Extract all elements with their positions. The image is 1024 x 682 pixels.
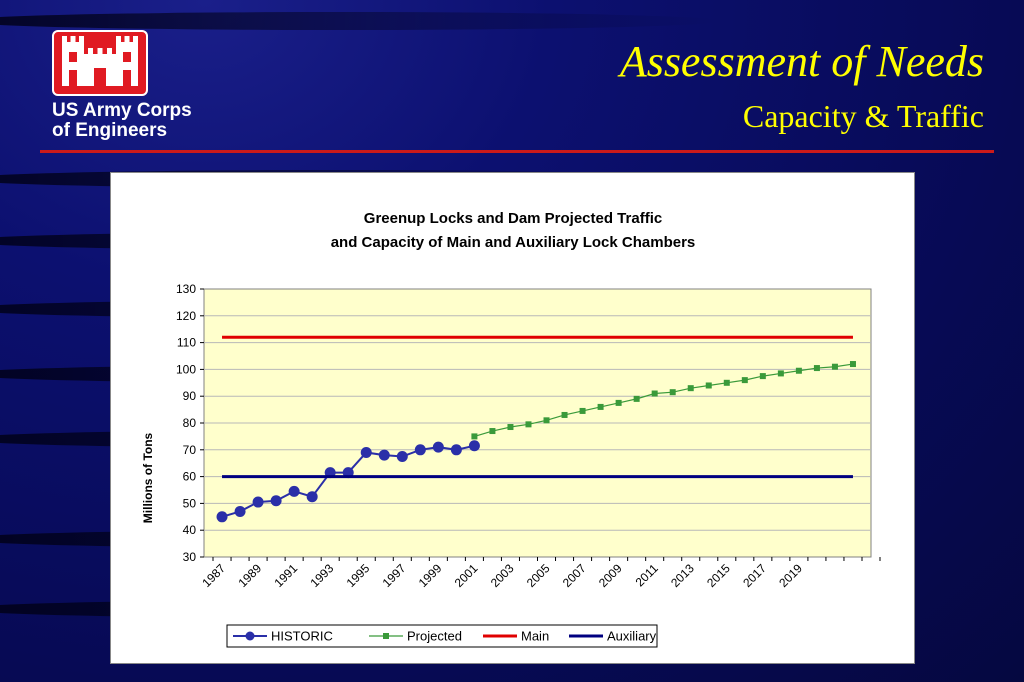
y-tick-label: 130 [176,282,196,296]
x-tick-label: 2009 [596,561,625,590]
point-historic [378,449,390,461]
x-tick-label: 2017 [740,561,769,590]
chart-title-line-1: Greenup Locks and Dam Projected Traffic [364,210,662,227]
point-projected [723,379,730,386]
point-projected [651,390,658,397]
legend-marker-projected [383,633,389,639]
legend-label-projected: Projected [407,629,462,644]
y-tick-label: 120 [176,309,196,323]
point-projected [687,385,694,392]
legend-marker-historic [245,631,255,641]
y-tick-label: 80 [183,416,197,430]
point-projected [705,382,712,389]
series-line-projected [474,363,854,437]
point-projected [471,433,478,440]
x-tick-label: 2007 [560,561,589,590]
point-projected [543,417,550,424]
point-historic [216,511,228,523]
org-line-1: US Army Corps [52,100,192,121]
point-historic [252,496,264,508]
point-projected [507,424,514,431]
y-tick-label: 110 [177,336,196,350]
x-tick-label: 2015 [704,561,733,590]
x-tick-label: 1997 [380,561,409,590]
point-historic [414,444,426,456]
x-tick-label: 1999 [416,561,445,590]
x-tick-label: 2011 [633,561,661,589]
x-tick-label: 1989 [235,561,264,590]
y-tick-label: 100 [176,362,196,376]
x-tick-label: 2005 [524,561,553,590]
castle-logo-icon [52,30,148,96]
point-projected [777,370,784,377]
page-title: Assessment of Needs [619,37,984,86]
background-streak [0,12,720,30]
point-projected [849,361,856,368]
legend-label-main: Main [521,629,549,644]
x-tick-label: 1995 [344,561,373,590]
y-tick-label: 30 [183,550,197,564]
x-tick-label: 2013 [668,561,697,590]
point-projected [597,403,604,410]
y-tick-label: 50 [183,496,197,510]
point-projected [489,428,496,435]
point-historic [360,446,372,458]
point-historic [234,505,246,517]
chart-title-line-2: and Capacity of Main and Auxiliary Lock … [331,234,696,251]
point-projected [795,367,802,374]
legend-label-historic: HISTORIC [271,629,333,644]
y-tick-label: 60 [183,470,197,484]
point-projected [759,373,766,380]
y-tick-label: 90 [183,389,197,403]
x-tick-label: 2003 [488,561,517,590]
chart-panel: Greenup Locks and Dam Projected Traffic … [110,172,915,664]
point-historic [432,441,444,453]
org-line-2: of Engineers [52,120,168,141]
point-projected [561,411,568,418]
traffic-chart: Greenup Locks and Dam Projected Traffic … [141,210,881,648]
x-tick-label: 1993 [308,561,337,590]
y-tick-label: 70 [183,443,197,457]
page-subtitle: Capacity & Traffic [742,98,984,134]
point-historic [396,451,408,462]
point-historic [288,485,300,497]
org-name: US Army Corps of Engineers [52,101,192,141]
legend-label-auxiliary: Auxiliary [607,629,657,644]
point-projected [813,365,820,372]
point-projected [633,395,640,402]
point-historic [270,495,282,507]
x-tick-label: 2019 [776,561,805,590]
point-projected [579,407,586,414]
point-projected [525,421,532,428]
point-historic [306,491,318,503]
point-projected [615,399,622,406]
point-projected [831,363,838,370]
point-historic [450,444,462,456]
x-tick-label: 2001 [452,561,481,590]
x-tick-label: 1991 [271,561,300,590]
point-historic [468,440,480,452]
y-axis-label: Millions of Tons [141,432,155,523]
y-tick-label: 40 [183,523,197,537]
x-tick-label: 1987 [199,561,228,590]
point-projected [669,389,676,396]
legend-box [226,624,658,648]
point-projected [741,377,748,384]
header-divider [40,150,994,153]
